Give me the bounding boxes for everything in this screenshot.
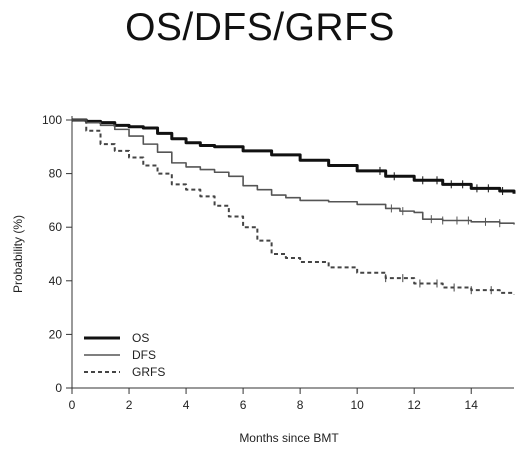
series-line-dfs — [72, 119, 515, 225]
x-tick-label: 6 — [240, 398, 247, 412]
x-tick-label: 10 — [350, 398, 364, 412]
legend-label-os: OS — [132, 331, 149, 345]
y-tick-label: 20 — [49, 327, 63, 341]
legend-label-dfs: DFS — [132, 348, 156, 362]
series-line-os — [72, 118, 516, 194]
x-tick-label: 0 — [69, 398, 76, 412]
x-axis-label: Months since BMT — [239, 431, 339, 445]
series-layer — [72, 118, 516, 295]
x-tick-label: 4 — [183, 398, 190, 412]
axes-group: 0 20 40 60 80 100 0 2 4 6 8 10 12 14 Months since BMT P… — [11, 113, 514, 445]
x-tick-label: 14 — [465, 398, 479, 412]
legend: OS DFS GRFS — [84, 331, 165, 379]
y-axis-label: Probability (%) — [11, 215, 25, 293]
legend-label-grfs: GRFS — [132, 365, 165, 379]
y-tick-label: 40 — [49, 274, 63, 288]
y-tick-label: 60 — [49, 220, 63, 234]
x-tick-label: 2 — [126, 398, 133, 412]
y-tick-label: 80 — [49, 167, 63, 181]
y-tick-label: 100 — [42, 113, 62, 127]
y-tick-label: 0 — [55, 381, 62, 395]
chart-title: OS/DFS/GRFS — [125, 6, 395, 49]
x-tick-label: 8 — [297, 398, 304, 412]
x-tick-label: 12 — [408, 398, 422, 412]
series-line-grfs — [72, 119, 515, 295]
